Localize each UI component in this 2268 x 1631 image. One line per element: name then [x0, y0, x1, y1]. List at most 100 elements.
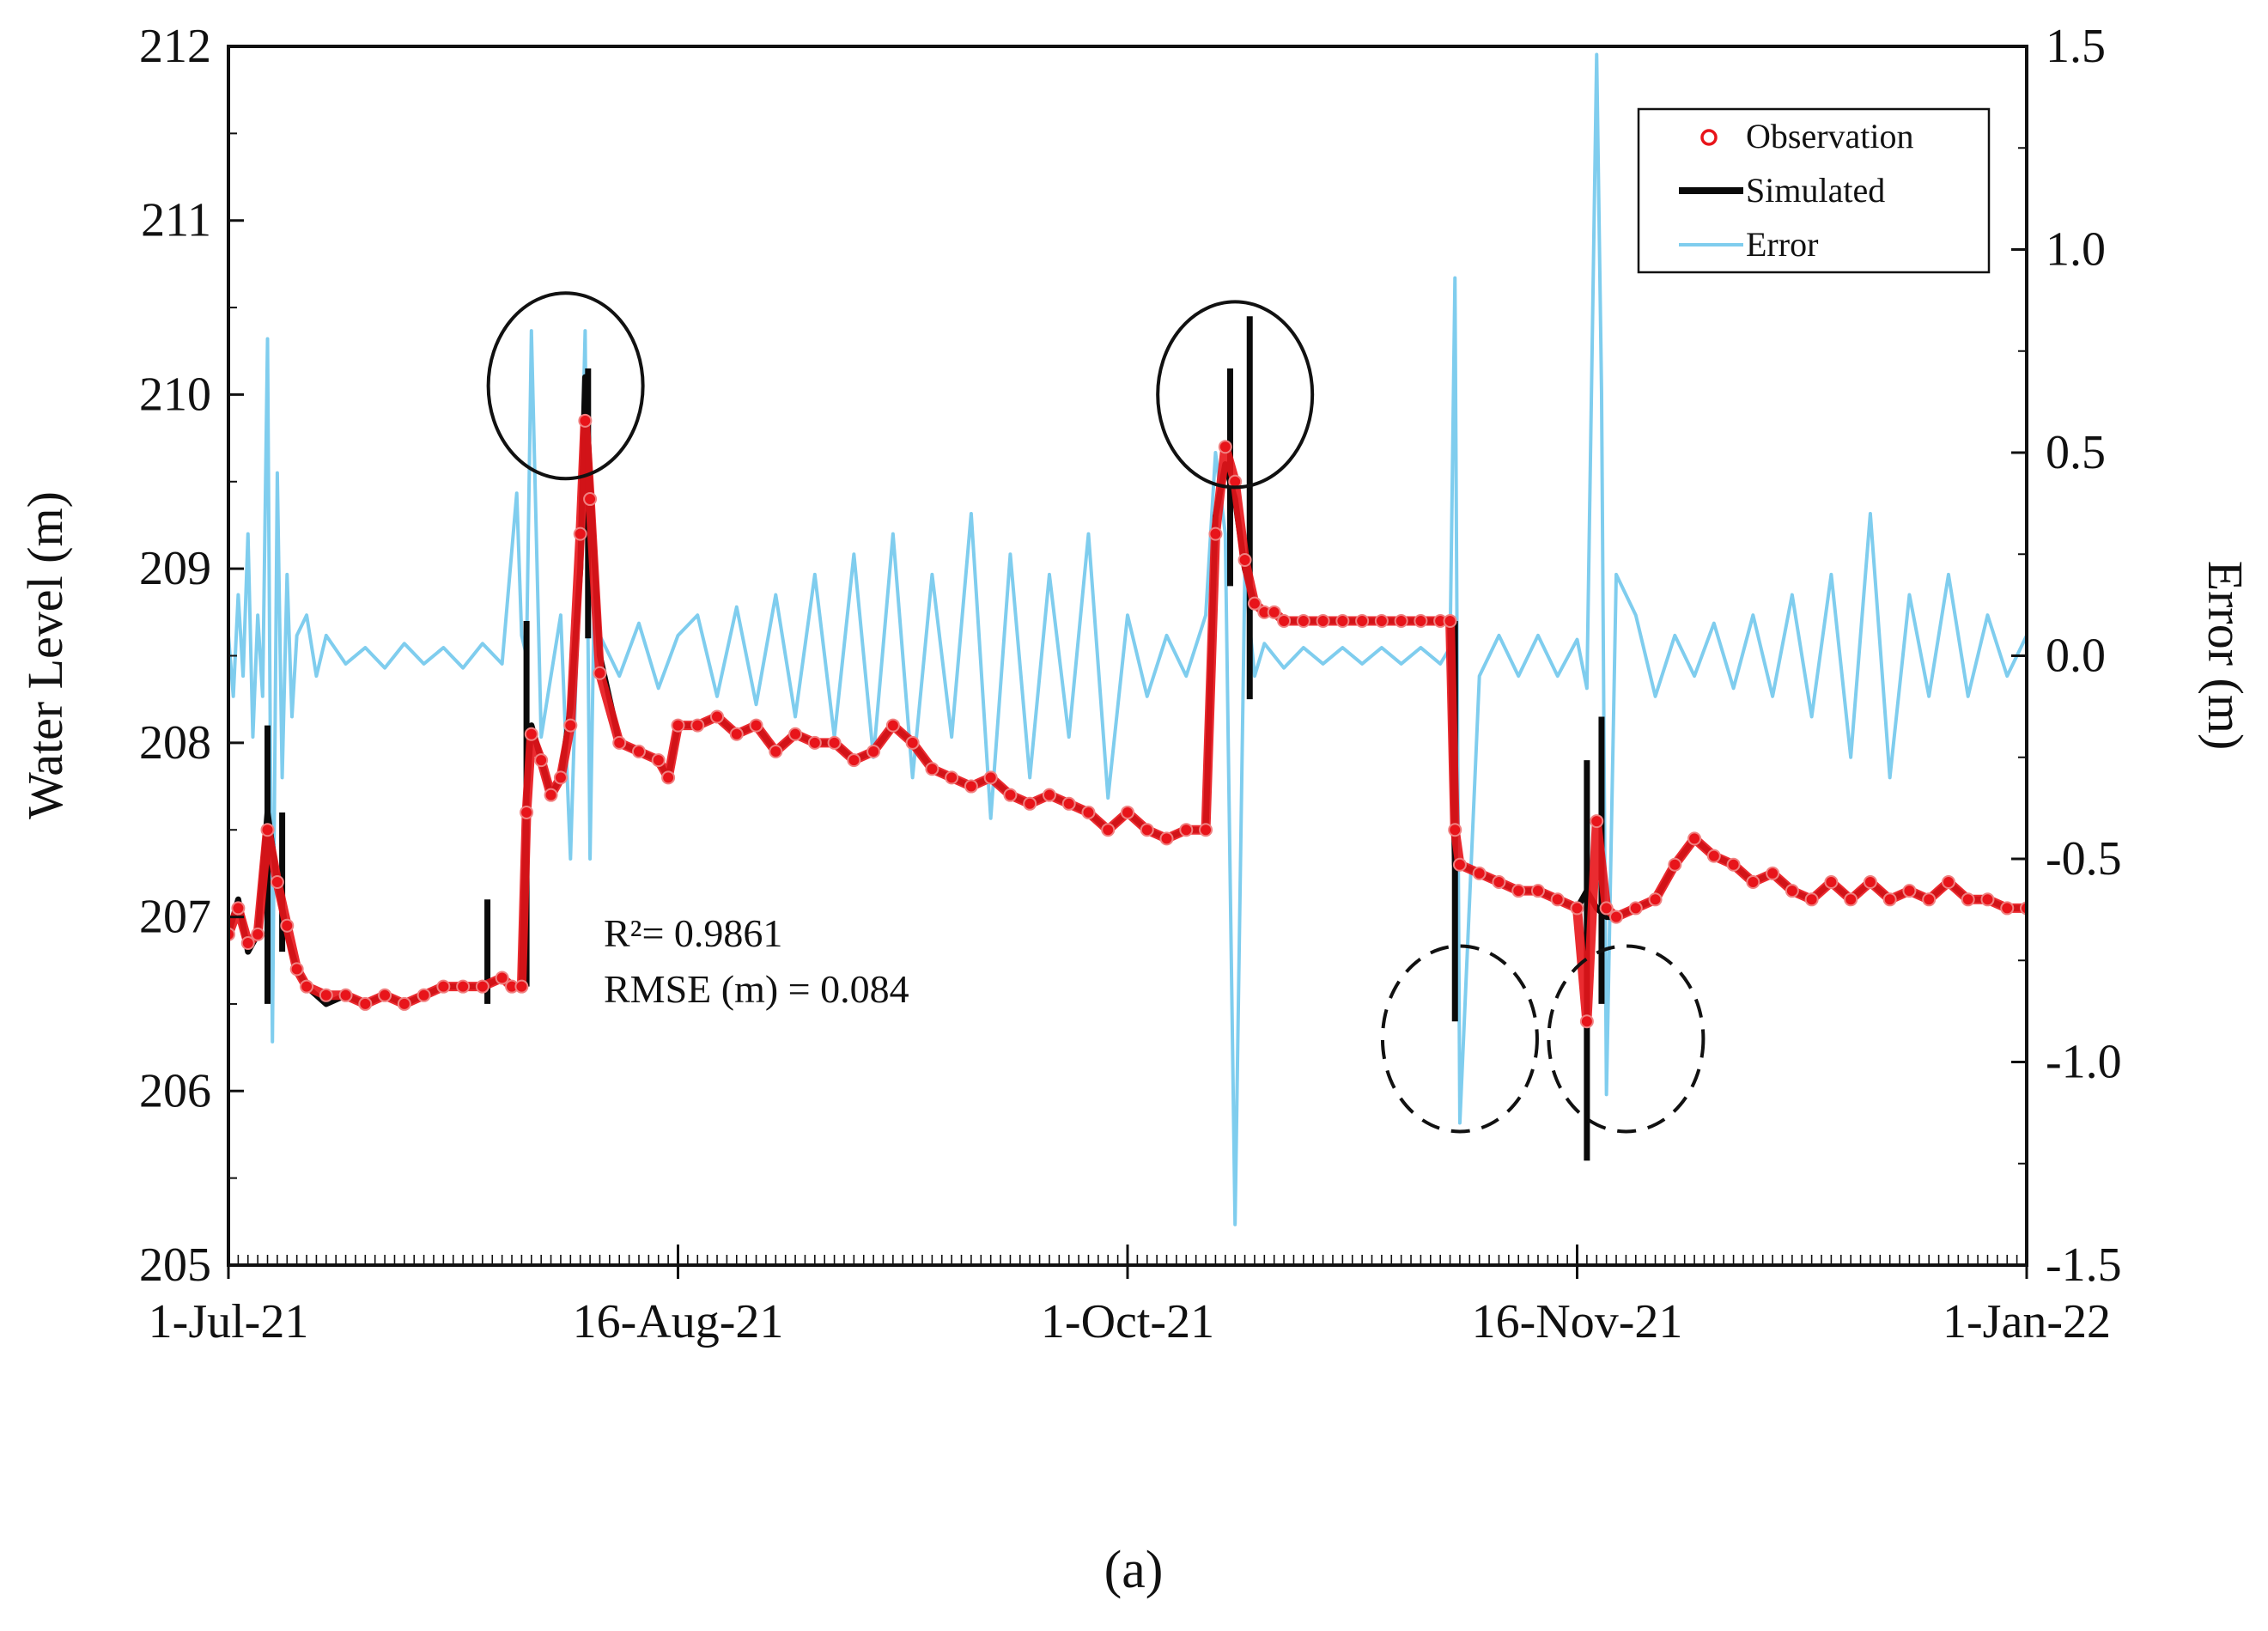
observation-point: [417, 988, 431, 1002]
observation-point: [280, 918, 295, 933]
y2-tick-label: -1.5: [2046, 1238, 2122, 1292]
r-squared-annotation: R²= 0.9861: [604, 911, 782, 955]
y2-tick-label: 0.0: [2046, 630, 2106, 683]
observation-point: [749, 718, 763, 733]
observation-point: [1941, 875, 1955, 890]
observation-point: [1980, 892, 1995, 907]
observation-point: [593, 666, 607, 680]
observation-point: [1746, 875, 1760, 890]
observation-point: [378, 988, 392, 1002]
observation-point: [1726, 857, 1741, 872]
observation-point: [1804, 892, 1819, 907]
observation-point: [578, 413, 593, 428]
observation-point: [827, 735, 842, 750]
observation-point: [1882, 892, 1897, 907]
observation-point: [553, 770, 568, 785]
observation-point: [397, 996, 411, 1011]
legend-simulated-label: Simulated: [1746, 171, 1885, 210]
observation-point: [769, 744, 783, 758]
y-tick-label: 205: [139, 1238, 211, 1292]
observation-point: [300, 979, 314, 994]
dashed-highlight-circle: [1547, 944, 1706, 1134]
observation-point: [544, 788, 558, 802]
observation-point: [983, 770, 998, 785]
observation-point: [1863, 875, 1877, 890]
observation-point: [1599, 901, 1614, 916]
observation-point: [1628, 901, 1643, 916]
x-tick-label: 16-Nov-21: [1472, 1295, 1683, 1348]
observation-point: [358, 996, 373, 1011]
observation-point: [651, 753, 666, 768]
observation-point: [612, 735, 627, 750]
observation-point: [1550, 892, 1565, 907]
observation-point: [1668, 857, 1682, 872]
observation-point: [729, 727, 744, 741]
observation-series: [228, 413, 2027, 1029]
y2-tick-label: 0.5: [2046, 426, 2106, 479]
observation-point: [1492, 875, 1506, 890]
observation-point: [1394, 613, 1408, 628]
observation-point: [231, 901, 246, 916]
observation-point: [583, 492, 598, 507]
observation-point: [1579, 1014, 1594, 1029]
simulated-series: [228, 316, 2027, 1161]
y-tick-label: 211: [141, 194, 211, 247]
observation-point: [475, 979, 489, 994]
y-tick-label: 209: [139, 542, 211, 595]
observation-point: [524, 727, 538, 741]
observation-point: [1179, 823, 1194, 837]
observation-point: [1237, 553, 1252, 568]
observation-point: [338, 988, 353, 1002]
observation-point: [1902, 884, 1917, 898]
observation-point: [1140, 823, 1154, 837]
observation-point: [885, 718, 900, 733]
figure-caption: (a): [1104, 1541, 1164, 1599]
observation-point: [456, 979, 471, 994]
y-tick-label: 206: [139, 1064, 211, 1117]
observation-point: [1296, 613, 1310, 628]
observation-point: [1023, 796, 1037, 811]
simulated-line: [228, 374, 2027, 1007]
observation-point: [1452, 857, 1467, 872]
observation-point: [1824, 875, 1839, 890]
observation-point: [710, 709, 725, 724]
observation-point: [1101, 823, 1116, 837]
observation-point: [661, 770, 676, 785]
observation-point: [1247, 596, 1262, 611]
y-tick-label: 208: [139, 716, 211, 770]
observation-point: [1922, 892, 1937, 907]
observation-point: [690, 718, 705, 733]
x-tick-label: 1-Jan-22: [1943, 1295, 2111, 1348]
observation-point: [1648, 892, 1663, 907]
x-tick-label: 1-Oct-21: [1041, 1295, 1214, 1348]
error-series: [228, 52, 2027, 1226]
observation-point: [1335, 613, 1350, 628]
observation-point: [631, 744, 646, 758]
observation-point: [1159, 831, 1174, 846]
observation-point: [563, 718, 578, 733]
legend-observation-marker: [1700, 129, 1718, 146]
rmse-annotation: RMSE (m) = 0.084: [604, 967, 909, 1011]
observation-point: [1121, 805, 1134, 819]
observation-point: [1766, 866, 1780, 880]
y2-axis-title: Error (m): [2198, 561, 2253, 751]
observation-point: [1961, 892, 1975, 907]
observation-point: [1472, 866, 1487, 880]
observation-point: [1061, 796, 1076, 811]
observation-point: [671, 718, 685, 733]
observation-point: [289, 962, 304, 977]
observation-point: [1443, 613, 1457, 628]
observation-point: [1844, 892, 1858, 907]
observation-point: [1687, 831, 1702, 846]
y2-tick-label: 1.5: [2046, 20, 2106, 73]
observation-point: [1785, 884, 1799, 898]
legend-observation-label: Observation: [1746, 117, 1914, 155]
observation-point: [495, 971, 509, 985]
observation-point: [1355, 613, 1370, 628]
observation-point: [866, 744, 881, 758]
observation-point: [319, 988, 333, 1002]
y2-tick-label: -1.0: [2046, 1036, 2122, 1089]
observation-point: [1218, 440, 1232, 454]
highlight-circles: [486, 291, 1706, 1134]
